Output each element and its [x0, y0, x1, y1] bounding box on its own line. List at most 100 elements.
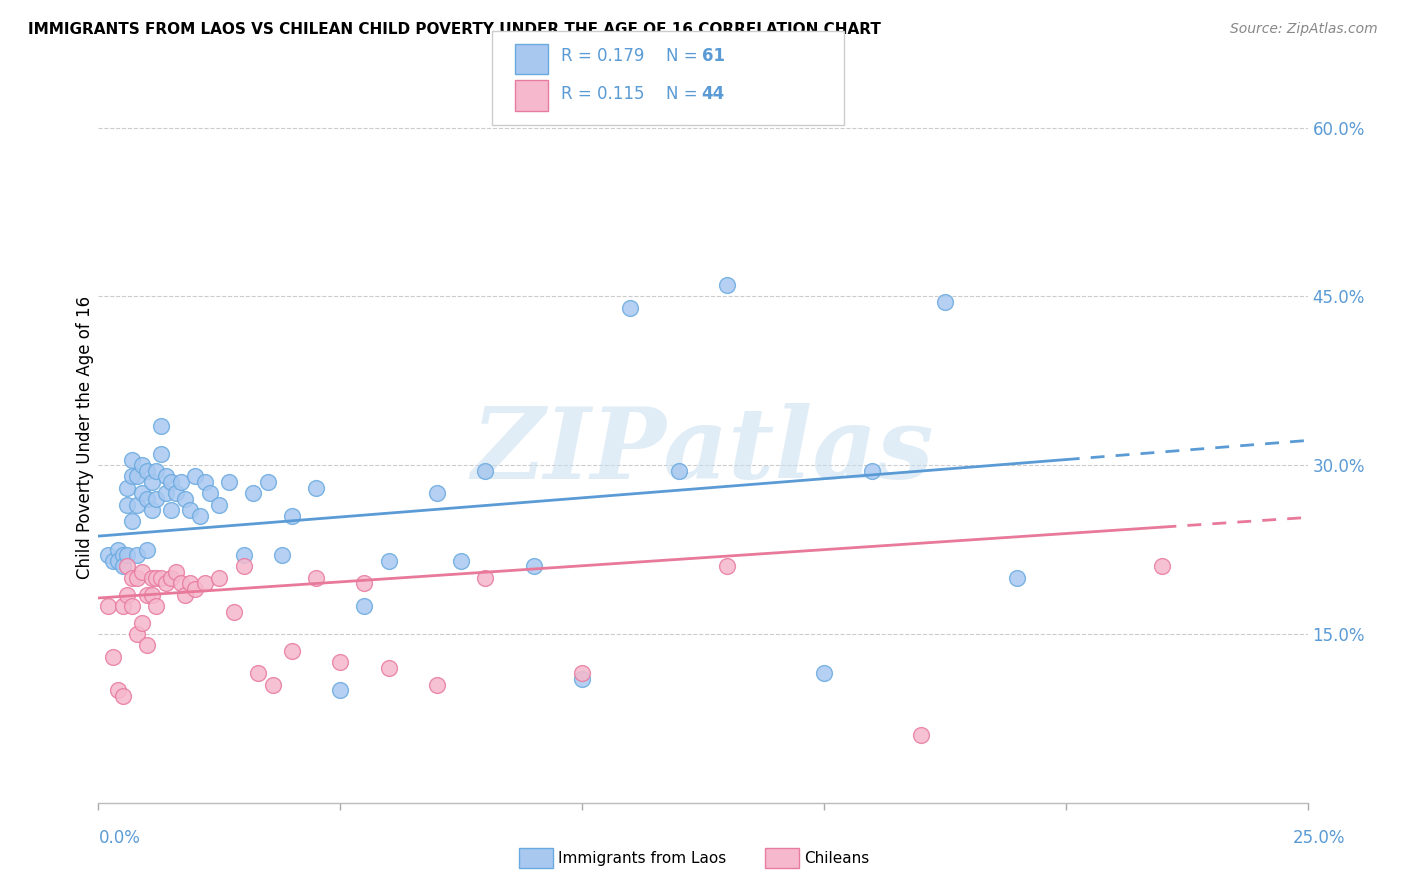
- Point: [934, 295, 956, 310]
- Point: [111, 599, 134, 613]
- Point: [571, 672, 593, 686]
- Point: [155, 469, 177, 483]
- Point: [256, 475, 278, 489]
- Point: [141, 571, 163, 585]
- Point: [305, 481, 328, 495]
- Point: [169, 576, 191, 591]
- Point: [145, 571, 167, 585]
- Point: [127, 548, 149, 562]
- Point: [222, 605, 245, 619]
- Point: [716, 278, 738, 293]
- Text: 44: 44: [702, 85, 725, 103]
- Point: [242, 486, 264, 500]
- Text: N =: N =: [666, 85, 697, 103]
- Text: 0.0%: 0.0%: [98, 829, 141, 847]
- Point: [571, 666, 593, 681]
- Point: [141, 475, 163, 489]
- Point: [208, 571, 231, 585]
- Point: [131, 565, 153, 579]
- Point: [150, 571, 173, 585]
- Point: [329, 655, 352, 669]
- Point: [135, 638, 157, 652]
- Point: [135, 588, 157, 602]
- Point: [450, 554, 472, 568]
- Point: [135, 491, 157, 506]
- Point: [121, 515, 143, 529]
- Point: [474, 464, 496, 478]
- Point: [668, 464, 690, 478]
- Text: R = 0.115: R = 0.115: [561, 85, 644, 103]
- Point: [194, 475, 217, 489]
- Y-axis label: Child Poverty Under the Age of 16: Child Poverty Under the Age of 16: [76, 295, 94, 579]
- Point: [281, 644, 304, 658]
- Text: ZIPatlas: ZIPatlas: [472, 403, 934, 500]
- Point: [145, 491, 167, 506]
- Point: [111, 689, 134, 703]
- Point: [198, 486, 221, 500]
- Point: [117, 481, 139, 495]
- Point: [232, 548, 254, 562]
- Point: [474, 571, 496, 585]
- Point: [179, 576, 201, 591]
- Point: [141, 503, 163, 517]
- Text: 61: 61: [702, 47, 724, 65]
- Point: [426, 486, 449, 500]
- Point: [184, 469, 207, 483]
- Point: [141, 588, 163, 602]
- Point: [131, 458, 153, 473]
- Point: [160, 475, 183, 489]
- Point: [127, 571, 149, 585]
- Point: [101, 554, 124, 568]
- Point: [160, 571, 183, 585]
- Point: [1007, 571, 1029, 585]
- Point: [97, 599, 120, 613]
- Point: [111, 548, 134, 562]
- Point: [107, 554, 129, 568]
- Point: [107, 683, 129, 698]
- Point: [127, 469, 149, 483]
- Text: Chileans: Chileans: [804, 851, 869, 865]
- Point: [127, 498, 149, 512]
- Point: [160, 503, 183, 517]
- Point: [121, 571, 143, 585]
- Point: [121, 599, 143, 613]
- Point: [910, 728, 932, 742]
- Point: [135, 464, 157, 478]
- Point: [619, 301, 641, 315]
- Point: [101, 649, 124, 664]
- Point: [155, 486, 177, 500]
- Point: [107, 542, 129, 557]
- Point: [232, 559, 254, 574]
- Text: Immigrants from Laos: Immigrants from Laos: [558, 851, 727, 865]
- Point: [127, 627, 149, 641]
- Point: [208, 498, 231, 512]
- Point: [329, 683, 352, 698]
- Text: N =: N =: [666, 47, 697, 65]
- Point: [117, 588, 139, 602]
- Point: [188, 508, 211, 523]
- Point: [184, 582, 207, 596]
- Point: [353, 576, 375, 591]
- Point: [145, 464, 167, 478]
- Point: [135, 542, 157, 557]
- Text: R = 0.179: R = 0.179: [561, 47, 644, 65]
- Point: [121, 469, 143, 483]
- Text: 25.0%: 25.0%: [1292, 829, 1346, 847]
- Point: [117, 548, 139, 562]
- Point: [194, 576, 217, 591]
- Point: [174, 491, 197, 506]
- Point: [155, 576, 177, 591]
- Point: [353, 599, 375, 613]
- Point: [179, 503, 201, 517]
- Point: [117, 559, 139, 574]
- Point: [426, 678, 449, 692]
- Point: [716, 559, 738, 574]
- Point: [169, 475, 191, 489]
- Point: [281, 508, 304, 523]
- Point: [523, 559, 546, 574]
- Text: IMMIGRANTS FROM LAOS VS CHILEAN CHILD POVERTY UNDER THE AGE OF 16 CORRELATION CH: IMMIGRANTS FROM LAOS VS CHILEAN CHILD PO…: [28, 22, 882, 37]
- Point: [271, 548, 294, 562]
- Point: [377, 661, 399, 675]
- Point: [150, 418, 173, 433]
- Point: [165, 486, 187, 500]
